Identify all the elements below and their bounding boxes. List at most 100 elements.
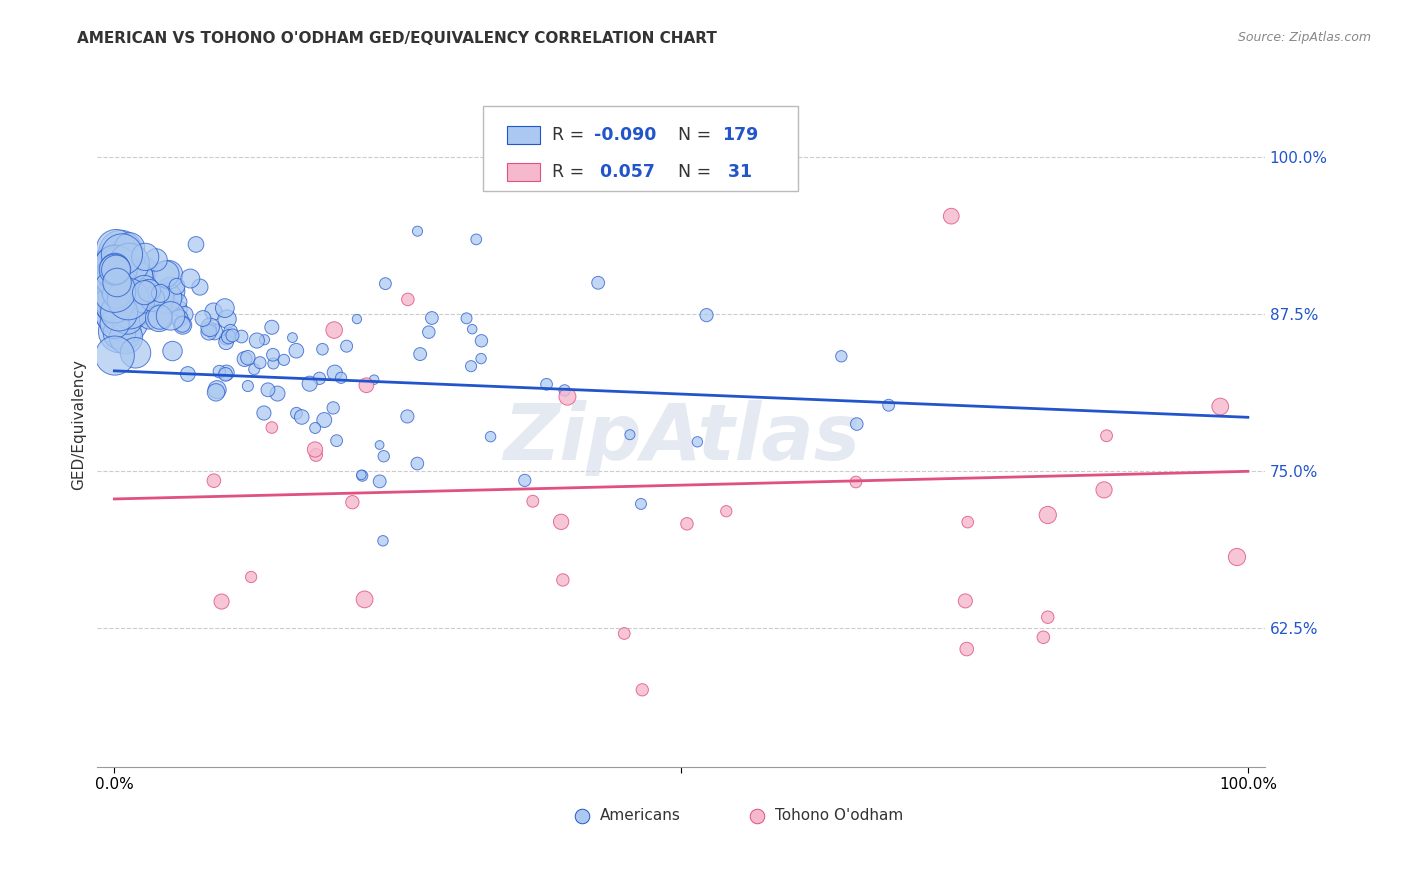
Point xyxy=(205,385,228,400)
Point xyxy=(105,275,128,289)
Point xyxy=(108,297,131,311)
Point xyxy=(353,592,375,607)
Point xyxy=(112,284,135,298)
Point xyxy=(696,308,718,322)
Point xyxy=(262,348,284,362)
Point xyxy=(121,299,143,313)
Point xyxy=(132,295,155,310)
Point xyxy=(197,325,219,339)
Point xyxy=(420,310,443,325)
Text: 0.057: 0.057 xyxy=(593,163,654,181)
Point xyxy=(1036,508,1059,522)
Point xyxy=(104,274,127,288)
Text: 179: 179 xyxy=(721,127,758,145)
Point xyxy=(215,366,238,380)
Point xyxy=(118,256,141,270)
Point xyxy=(108,326,131,340)
Point xyxy=(830,349,852,363)
Point xyxy=(1092,483,1115,497)
Point xyxy=(110,297,132,311)
Point xyxy=(214,301,236,315)
Text: -0.090: -0.090 xyxy=(593,127,657,145)
Point xyxy=(479,430,502,444)
Point xyxy=(115,289,138,303)
Point xyxy=(138,312,160,326)
Y-axis label: GED/Equivalency: GED/Equivalency xyxy=(72,359,86,490)
Point xyxy=(465,232,488,246)
Point xyxy=(127,269,149,284)
Point xyxy=(155,267,177,281)
Point xyxy=(105,286,128,301)
Point xyxy=(125,284,148,298)
Point xyxy=(149,286,172,301)
Point xyxy=(108,286,131,301)
Point xyxy=(215,335,238,350)
Point xyxy=(368,438,391,452)
Point xyxy=(1226,549,1249,564)
Point xyxy=(105,262,128,277)
Point xyxy=(167,294,190,309)
Point xyxy=(103,281,125,295)
Point xyxy=(346,312,368,326)
Point xyxy=(108,278,131,293)
Point xyxy=(350,467,373,482)
Text: 31: 31 xyxy=(721,163,752,181)
Point xyxy=(134,263,156,277)
Point xyxy=(554,384,576,398)
Point xyxy=(253,333,276,347)
Point xyxy=(103,277,125,292)
Point xyxy=(304,421,326,435)
Point xyxy=(105,276,128,290)
Point xyxy=(105,284,128,298)
Point xyxy=(159,309,181,323)
Point xyxy=(104,254,127,268)
Point xyxy=(110,301,132,316)
Point xyxy=(342,495,364,509)
Point xyxy=(536,377,558,392)
Point xyxy=(162,344,184,359)
Point xyxy=(557,390,579,404)
Point xyxy=(249,356,271,370)
Point xyxy=(336,339,359,353)
Point xyxy=(325,434,347,448)
Point xyxy=(104,260,127,275)
Point xyxy=(103,269,125,284)
Point xyxy=(461,322,484,336)
Point xyxy=(103,284,125,298)
Point xyxy=(257,383,280,397)
Point xyxy=(141,292,163,306)
Point xyxy=(131,292,153,306)
Point xyxy=(311,343,333,357)
Point xyxy=(260,320,283,334)
Point xyxy=(304,442,326,457)
Point xyxy=(406,224,429,238)
Text: Source: ZipAtlas.com: Source: ZipAtlas.com xyxy=(1237,31,1371,45)
Point xyxy=(586,276,609,290)
Point xyxy=(330,371,353,385)
Point xyxy=(125,293,148,308)
Point xyxy=(955,594,977,608)
Point xyxy=(298,376,321,391)
Point xyxy=(124,289,146,303)
Point xyxy=(169,301,191,316)
Point xyxy=(221,328,243,343)
Point xyxy=(409,347,432,361)
Point xyxy=(630,497,652,511)
Point xyxy=(104,272,127,286)
Point xyxy=(104,258,127,272)
Point xyxy=(108,324,131,338)
Point xyxy=(169,311,191,326)
Point xyxy=(104,307,127,321)
Point xyxy=(205,383,228,397)
Point xyxy=(125,285,148,299)
Point xyxy=(291,409,314,424)
Point xyxy=(115,330,138,344)
Point xyxy=(371,533,394,548)
Point xyxy=(716,504,738,518)
Point xyxy=(118,302,141,317)
Point xyxy=(204,325,226,339)
Point xyxy=(373,449,395,463)
Point xyxy=(124,303,146,318)
Point xyxy=(219,324,242,338)
Point xyxy=(956,642,979,657)
